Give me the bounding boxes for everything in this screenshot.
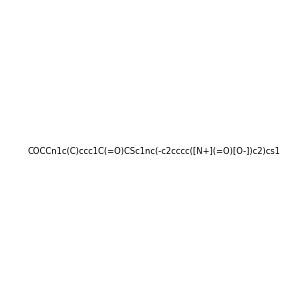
Text: COCCn1c(C)ccc1C(=O)CSc1nc(-c2cccc([N+](=O)[O-])c2)cs1: COCCn1c(C)ccc1C(=O)CSc1nc(-c2cccc([N+](=… — [27, 147, 280, 156]
